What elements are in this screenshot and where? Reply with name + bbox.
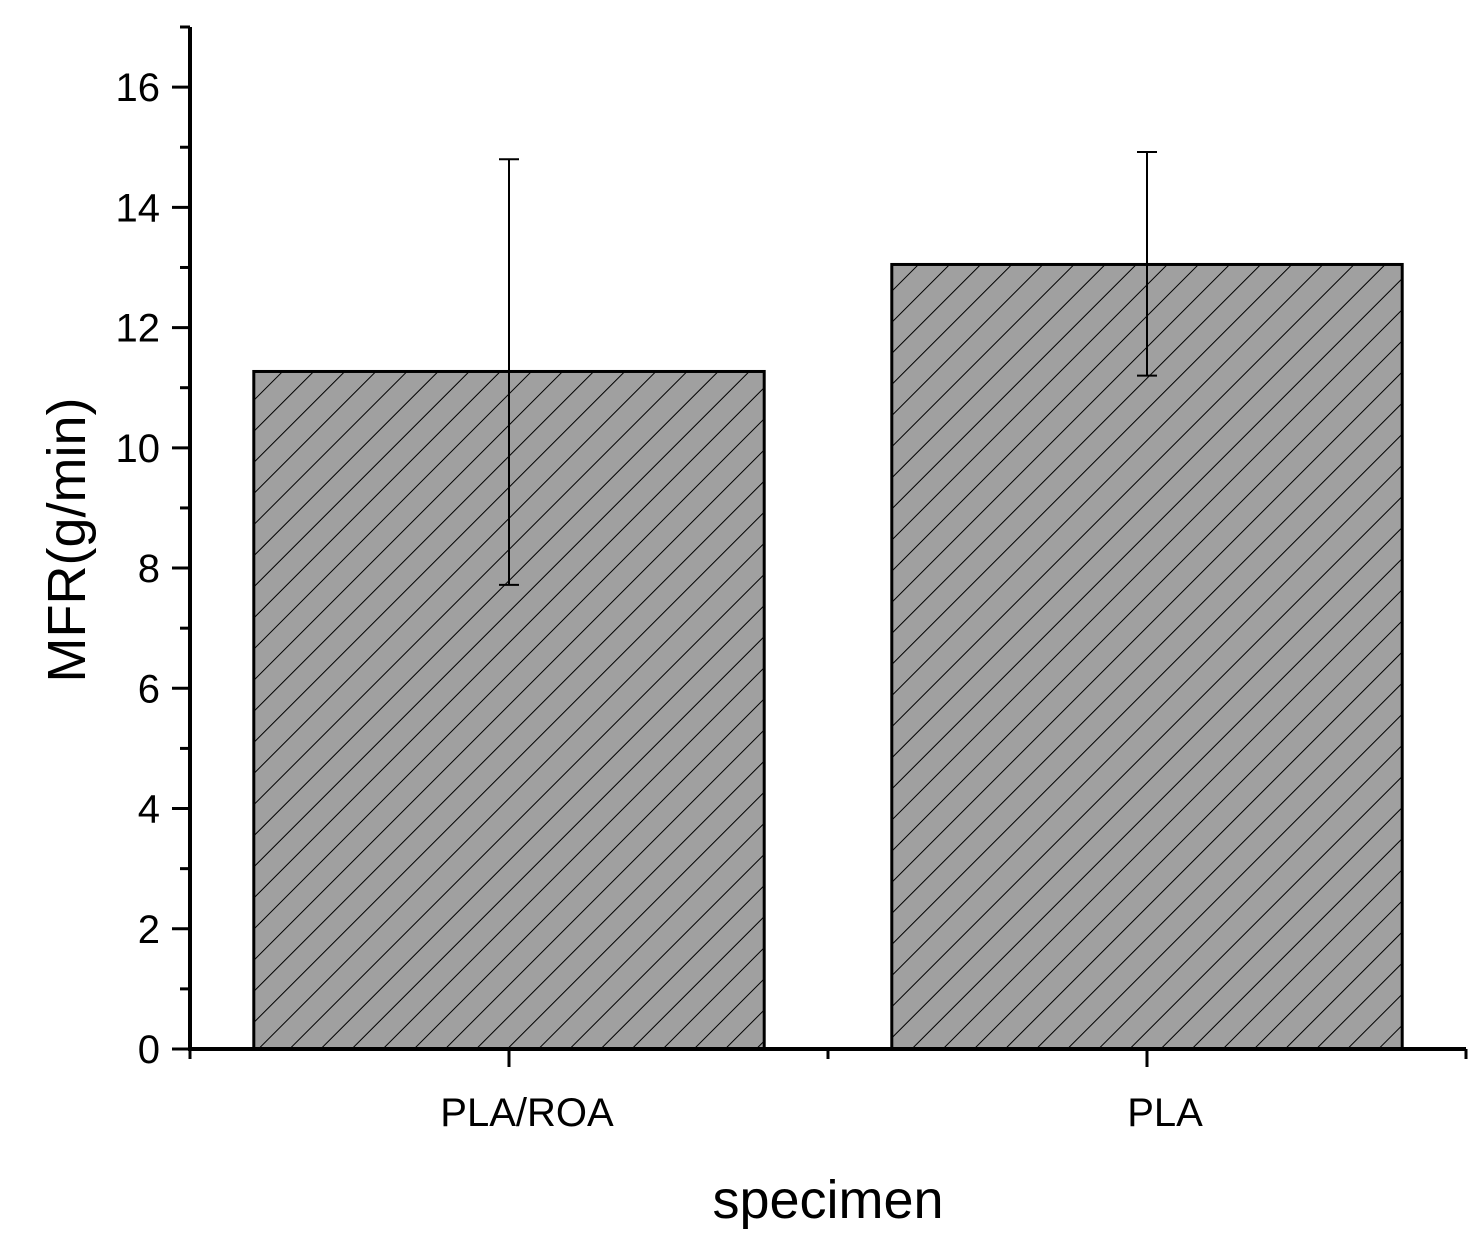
- y-tick-label: 4: [138, 788, 160, 832]
- y-ticks-layer: 0 2 4 6 8 10 12 14 16: [116, 25, 190, 1072]
- y-tick-label: 6: [138, 667, 160, 711]
- y-tick-label: 0: [138, 1028, 160, 1072]
- error-bars-layer: [499, 151, 1157, 586]
- bar-pla: [890, 262, 1404, 1051]
- x-tick-label: PLA/ROA: [440, 1091, 614, 1135]
- y-tick-label: 14: [116, 186, 161, 230]
- y-tick-label: 8: [138, 547, 160, 591]
- bars-layer: [252, 262, 1404, 1051]
- y-tick-label: 2: [138, 908, 160, 952]
- y-tick-label: 10: [116, 427, 161, 471]
- y-axis-title: MFR(g/min): [37, 398, 97, 683]
- y-tick-label: 16: [116, 66, 161, 110]
- x-axis-title: specimen: [712, 1170, 943, 1230]
- y-tick-label: 12: [116, 307, 161, 351]
- error-bar-pla: [1137, 151, 1157, 377]
- x-tick-label: PLA: [1127, 1091, 1203, 1135]
- x-ticks-layer: PLA/ROA PLA: [188, 1049, 1468, 1135]
- error-bar-pla-roa: [499, 158, 519, 586]
